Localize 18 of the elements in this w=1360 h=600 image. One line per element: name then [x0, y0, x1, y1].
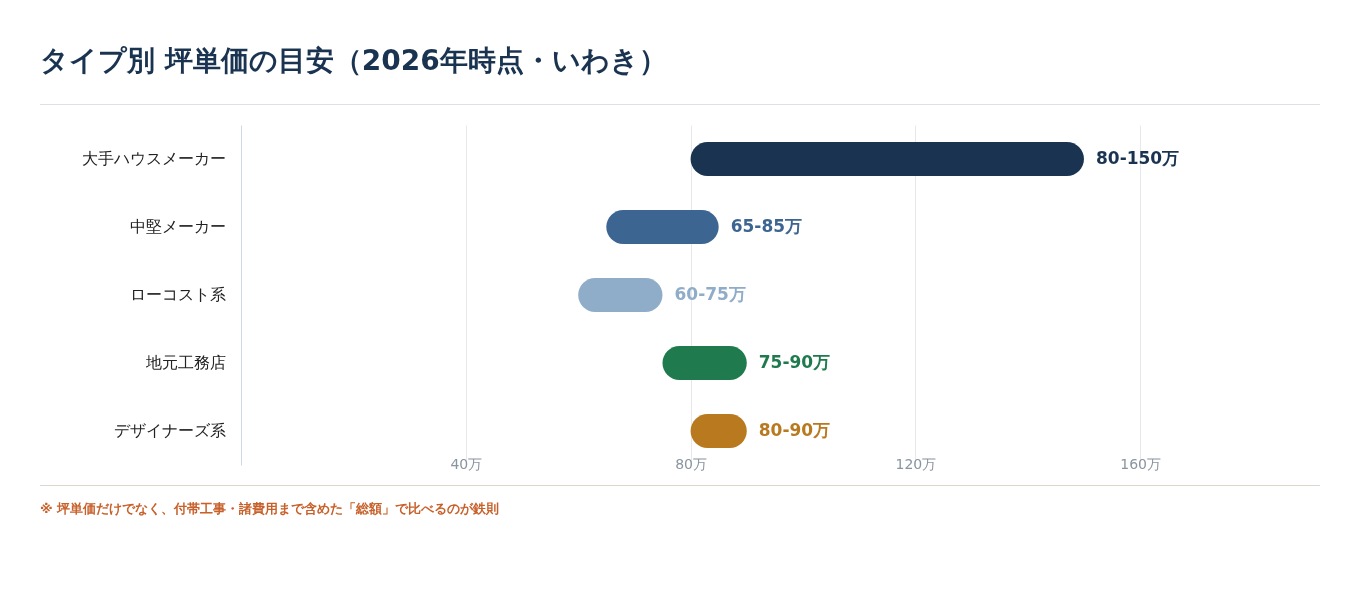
data-label: 80-150万 [1095, 148, 1180, 168]
text: ※ 坪単価だけでなく、付帯工事・諸費用まで含めた「総額」で比べるのが鉄則 [40, 500, 501, 518]
data-label: 60-75万 [674, 284, 746, 304]
y-tick-label: 中堅メーカー [129, 217, 226, 236]
data-label: 65-85万 [730, 216, 803, 236]
y-tick-label: デザイナーズ系 [113, 421, 226, 440]
bar [606, 210, 719, 244]
x-tick-label: 40万 [450, 455, 483, 472]
x-tick-label: 160万 [1120, 455, 1162, 472]
x-tick-label: 80万 [675, 455, 707, 472]
data-label: 80-90万 [758, 420, 831, 440]
data-label: 75-90万 [758, 352, 831, 372]
y-tick-label: 大手ハウスメーカー [81, 149, 226, 168]
chart-title: タイプ別 坪単価の目安（2026年時点・いわき） [40, 42, 1320, 105]
bar [690, 142, 1084, 176]
y-tick-label: ローコスト系 [129, 285, 226, 304]
x-tick-label: 120万 [895, 455, 937, 472]
y-tick-label: 地元工務店 [144, 353, 226, 372]
